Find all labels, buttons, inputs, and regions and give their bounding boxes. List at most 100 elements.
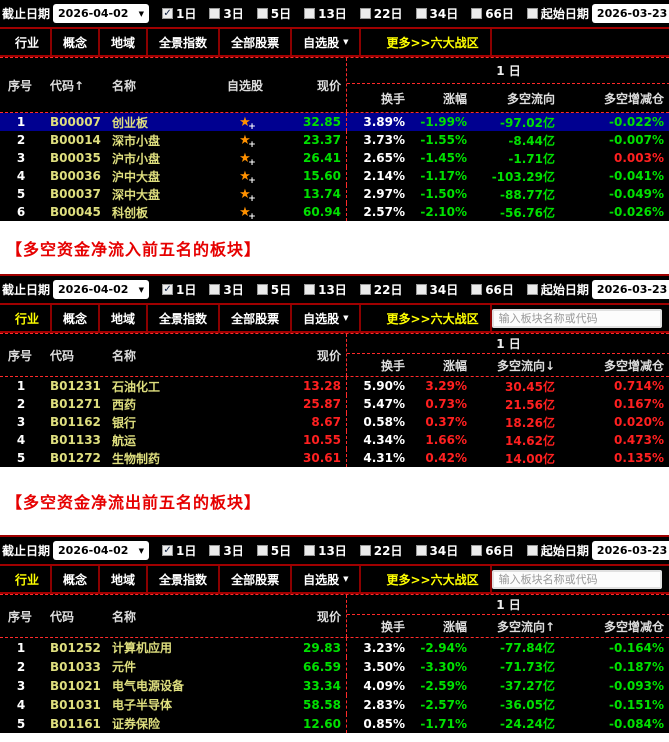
column-header[interactable]: 序号 <box>8 78 33 93</box>
cell-watchlist[interactable]: ★ + <box>204 187 286 204</box>
period-checkbox-6[interactable]: 34日 <box>415 281 458 298</box>
table-row[interactable]: 5 B01272 生物制药 30.61 4.31% 0.42% 14.00亿 0.135% <box>0 449 669 467</box>
cell-watchlist[interactable]: ★ + <box>204 169 286 186</box>
tab-region[interactable]: 地域 <box>100 566 149 592</box>
column-header[interactable]: 名称 <box>112 609 137 624</box>
end-date-select[interactable]: 2026-04-02 ▼ <box>53 280 150 299</box>
period-checkbox-2[interactable]: 3日 <box>209 5 244 22</box>
table-row[interactable]: 4 B00036 沪中大盘 ★ + 15.60 2.14% -1.17% -103.29亿 -0.… <box>0 167 669 186</box>
tab-all-stocks[interactable]: 全部股票 <box>220 29 293 55</box>
tab-concept[interactable]: 概念 <box>52 566 101 592</box>
period-checkbox-6[interactable]: 34日 <box>415 542 458 559</box>
star-plus-icon[interactable]: ★ + <box>239 205 256 222</box>
column-header[interactable]: 涨幅 <box>442 91 467 106</box>
column-header[interactable]: 多空流向↓ <box>496 358 555 373</box>
tab-panorama-index[interactable]: 全景指数 <box>148 29 221 55</box>
period-checkbox-3[interactable]: 5日 <box>256 542 291 559</box>
table-row[interactable]: 4 B01133 航运 10.55 4.34% 1.66% 14.62亿 0.473% <box>0 431 669 449</box>
column-header[interactable]: 换手 <box>380 91 405 106</box>
table-row[interactable]: 3 B01021 电气电源设备 33.34 4.09% -2.59% -37.27亿 -0.0… <box>0 676 669 695</box>
column-header[interactable]: 序号 <box>8 348 33 363</box>
period-checkbox-7[interactable]: 66日 <box>471 542 514 559</box>
column-header[interactable]: 多空流向 <box>506 91 555 106</box>
table-row[interactable]: 4 B01031 电子半导体 58.58 2.83% -2.57% -36.05亿 -0.15… <box>0 695 669 714</box>
table-row[interactable]: 6 B00045 科创板 ★ + 60.94 2.57% -2.10% -56.76亿 -0.02… <box>0 203 669 222</box>
period-checkbox-1[interactable]: ✓ 1日 <box>162 5 196 22</box>
column-header[interactable]: 多空流向↑ <box>496 619 555 634</box>
tab-more-zones[interactable]: 更多>>六大战区 <box>375 29 492 55</box>
tab-more-zones[interactable]: 更多>>六大战区 <box>375 566 492 592</box>
table-row[interactable]: 2 B01033 元件 66.59 3.50% -3.30% -71.73亿 -0.187% <box>0 657 669 676</box>
star-plus-icon[interactable]: ★ + <box>239 169 256 186</box>
board-search-input[interactable] <box>491 308 662 328</box>
column-header[interactable]: 涨幅 <box>442 358 467 373</box>
cell-watchlist[interactable]: ★ + <box>204 205 286 222</box>
column-header[interactable]: 代码↑ <box>50 78 85 93</box>
period-checkbox-1[interactable]: ✓ 1日 <box>162 542 196 559</box>
column-header[interactable]: 代码 <box>50 609 75 624</box>
tab-watchlist[interactable]: 自选股 ▼ <box>292 305 362 331</box>
column-header[interactable]: 代码 <box>50 348 75 363</box>
period-checkbox-5[interactable]: 22日 <box>359 5 403 22</box>
tab-watchlist[interactable]: 自选股 ▼ <box>292 29 362 55</box>
tab-all-stocks[interactable]: 全部股票 <box>220 305 293 331</box>
column-header[interactable]: 名称 <box>112 348 137 363</box>
start-date-select[interactable]: 2026-03-23▼ <box>591 541 669 560</box>
tab-panorama-index[interactable]: 全景指数 <box>148 566 221 592</box>
column-header[interactable]: 名称 <box>112 78 137 93</box>
start-date-select[interactable]: 2026-03-23▼ <box>591 280 669 299</box>
period-checkbox-5[interactable]: 22日 <box>359 281 403 298</box>
period-checkbox-4[interactable]: 13日 <box>304 5 347 22</box>
star-plus-icon[interactable]: ★ + <box>239 187 256 204</box>
table-row[interactable]: 5 B01161 证券保险 12.60 0.85% -1.71% -24.24亿 -0.084… <box>0 714 669 733</box>
tab-region[interactable]: 地域 <box>100 305 149 331</box>
cell-watchlist[interactable]: ★ + <box>204 115 286 132</box>
column-header[interactable]: 序号 <box>8 609 33 624</box>
column-header[interactable]: 现价 <box>316 609 341 624</box>
column-header[interactable]: 涨幅 <box>442 619 467 634</box>
period-checkbox-5[interactable]: 22日 <box>359 542 403 559</box>
table-row[interactable]: 1 B01252 计算机应用 29.83 3.23% -2.94% -77.84亿 -0.16… <box>0 638 669 657</box>
period-checkbox-6[interactable]: 34日 <box>415 5 458 22</box>
column-header[interactable]: 多空增减仓 <box>603 358 664 373</box>
period-checkbox-2[interactable]: 3日 <box>209 281 244 298</box>
column-header[interactable]: 多空增减仓 <box>603 619 664 634</box>
board-search-input[interactable] <box>491 569 662 589</box>
star-plus-icon[interactable]: ★ + <box>239 133 256 150</box>
column-header[interactable]: 换手 <box>380 619 405 634</box>
period-checkbox-2[interactable]: 3日 <box>209 542 244 559</box>
table-row[interactable]: 2 B00014 深市小盘 ★ + 23.37 3.73% -1.55% -8.44亿 -0.00… <box>0 131 669 150</box>
cell-watchlist[interactable]: ★ + <box>204 133 286 150</box>
period-checkbox-4[interactable]: 13日 <box>304 542 347 559</box>
tab-concept[interactable]: 概念 <box>52 305 101 331</box>
column-header[interactable]: 现价 <box>316 78 341 93</box>
tab-industry[interactable]: 行业 <box>4 29 53 55</box>
column-header[interactable]: 自选股 <box>226 78 263 93</box>
star-plus-icon[interactable]: ★ + <box>239 115 256 132</box>
tab-industry[interactable]: 行业 <box>4 566 53 592</box>
table-row[interactable]: 1 B01231 石油化工 13.28 5.90% 3.29% 30.45亿 0.714% <box>0 377 669 395</box>
star-plus-icon[interactable]: ★ + <box>239 151 256 168</box>
period-checkbox-7[interactable]: 66日 <box>471 281 514 298</box>
cell-watchlist[interactable]: ★ + <box>204 151 286 168</box>
table-row[interactable]: 1 B00007 创业板 ★ + 32.85 3.89% -1.99% -97.02亿 -0.02… <box>0 113 669 132</box>
tab-industry[interactable]: 行业 <box>4 305 53 331</box>
tab-more-zones[interactable]: 更多>>六大战区 <box>375 305 492 331</box>
tab-region[interactable]: 地域 <box>100 29 149 55</box>
period-checkbox-4[interactable]: 13日 <box>304 281 347 298</box>
column-header[interactable]: 换手 <box>380 358 405 373</box>
table-row[interactable]: 3 B00035 沪市小盘 ★ + 26.41 2.65% -1.45% -1.71亿 0.003… <box>0 149 669 168</box>
start-date-checkbox[interactable]: 起始日期 <box>526 281 589 298</box>
table-row[interactable]: 5 B00037 深中大盘 ★ + 13.74 2.97% -1.50% -88.77亿 -0.0… <box>0 185 669 204</box>
tab-watchlist[interactable]: 自选股 ▼ <box>292 566 362 592</box>
period-checkbox-1[interactable]: ✓ 1日 <box>162 281 196 298</box>
column-header[interactable]: 现价 <box>316 348 341 363</box>
end-date-select[interactable]: 2026-04-02 ▼ <box>53 4 150 23</box>
end-date-select[interactable]: 2026-04-02 ▼ <box>53 541 150 560</box>
period-checkbox-3[interactable]: 5日 <box>256 281 291 298</box>
start-date-checkbox[interactable]: 起始日期 <box>526 542 589 559</box>
column-header[interactable]: 多空增减仓 <box>603 91 664 106</box>
tab-concept[interactable]: 概念 <box>52 29 101 55</box>
table-row[interactable]: 2 B01271 西药 25.87 5.47% 0.73% 21.56亿 0.167% <box>0 395 669 413</box>
start-date-checkbox[interactable]: 起始日期 <box>526 5 589 22</box>
